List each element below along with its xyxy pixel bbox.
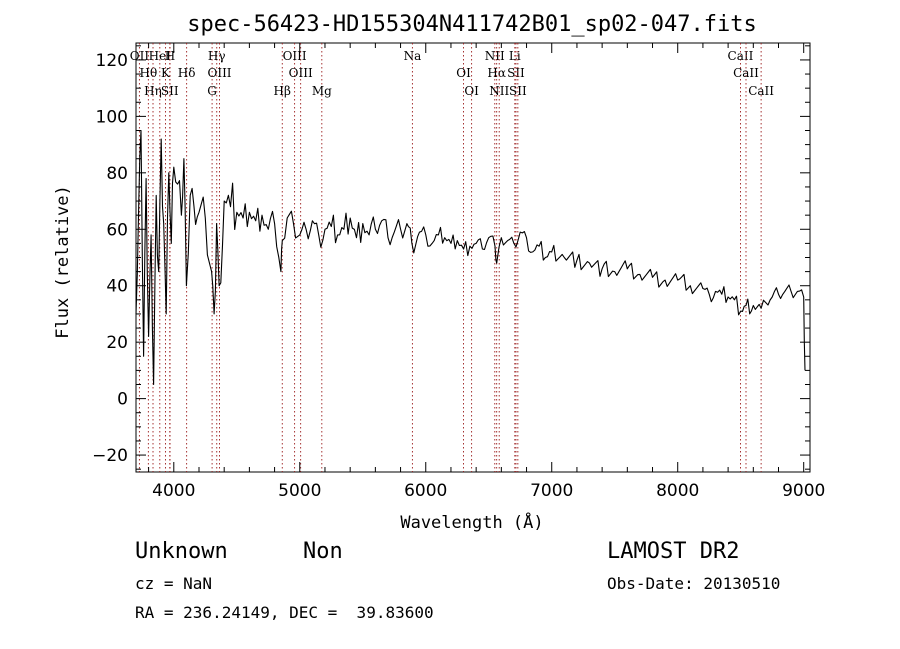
spectral-line-label: Hδ [178, 66, 196, 80]
spectral-line-label: H [165, 49, 175, 63]
spectral-line-label: OI [456, 66, 471, 80]
spectral-line-label: SII [509, 84, 527, 98]
chart-title: spec-56423-HD155304N411742B01_sp02-047.f… [187, 12, 757, 37]
spectrum-series-line [135, 129, 806, 386]
spectral-line-label: G [207, 84, 217, 98]
subclass-label: Non [303, 539, 343, 564]
spectral-line-label: Mg [312, 84, 332, 98]
y-tick-label: 80 [106, 164, 128, 184]
x-tick-label: 5000 [278, 481, 321, 501]
spectral-line-label: CaII [728, 49, 754, 63]
x-tick-label: 8000 [656, 481, 699, 501]
spectral-line-label: Hβ [274, 84, 291, 98]
spectral-line-label: K [161, 66, 171, 80]
spectral-line-label: Hθ [139, 66, 157, 80]
spectral-line-label: CaII [733, 66, 759, 80]
spectral-line-label: OIII [283, 49, 307, 63]
spectral-line-label: Na [404, 49, 422, 63]
axis-ticks: 4000 5000 6000 7000 8000 9000 −20 0 20 40 60 80 100 1… [92, 43, 825, 501]
spectral-line-label: OII [130, 49, 150, 63]
x-tick-label: 6000 [404, 481, 447, 501]
x-axis-label: Wavelength (Å) [400, 511, 543, 533]
coordinates-readout: RA = 236.24149, DEC = 39.83600 [135, 603, 434, 622]
plot-area-border [135, 42, 811, 473]
spectral-line-label: NII [489, 84, 509, 98]
y-tick-label: 120 [96, 51, 128, 71]
y-tick-label: −20 [92, 446, 128, 466]
y-tick-label: 60 [106, 220, 128, 240]
y-tick-label: 40 [106, 277, 128, 297]
spectral-line-label: Li [509, 49, 521, 63]
spectral-line-label: Hα [487, 66, 506, 80]
plot-frame [135, 42, 811, 473]
x-tick-label: 4000 [152, 481, 195, 501]
survey-label: LAMOST DR2 [607, 539, 740, 564]
spectral-line-label: NII [485, 49, 505, 63]
spectral-line-label: OIII [207, 66, 231, 80]
spectral-line-label: OI [464, 84, 479, 98]
x-tick-label: 9000 [782, 481, 825, 501]
y-tick-label: 100 [96, 107, 128, 127]
obs-date-readout: Obs-Date: 20130510 [607, 574, 781, 593]
spectral-line-label: OIII [289, 66, 313, 80]
spectral-line-label: Hγ [208, 49, 226, 63]
class-label: Unknown [135, 539, 228, 564]
redshift-readout: cz = NaN [135, 574, 213, 593]
x-tick-label: 7000 [530, 481, 573, 501]
y-tick-label: 0 [117, 390, 128, 410]
y-tick-label: 20 [106, 333, 128, 353]
spectral-line-label: Hη [144, 84, 162, 98]
spectral-line-label: CaII [748, 84, 774, 98]
y-axis-label: Flux (relative) [53, 185, 73, 339]
spectral-line-markers: OIIHθHηHeIKSIIHHδGHγOIIIHβOIIIOIIIMgNaOI… [130, 43, 774, 472]
spectral-line-label: SII [507, 66, 525, 80]
